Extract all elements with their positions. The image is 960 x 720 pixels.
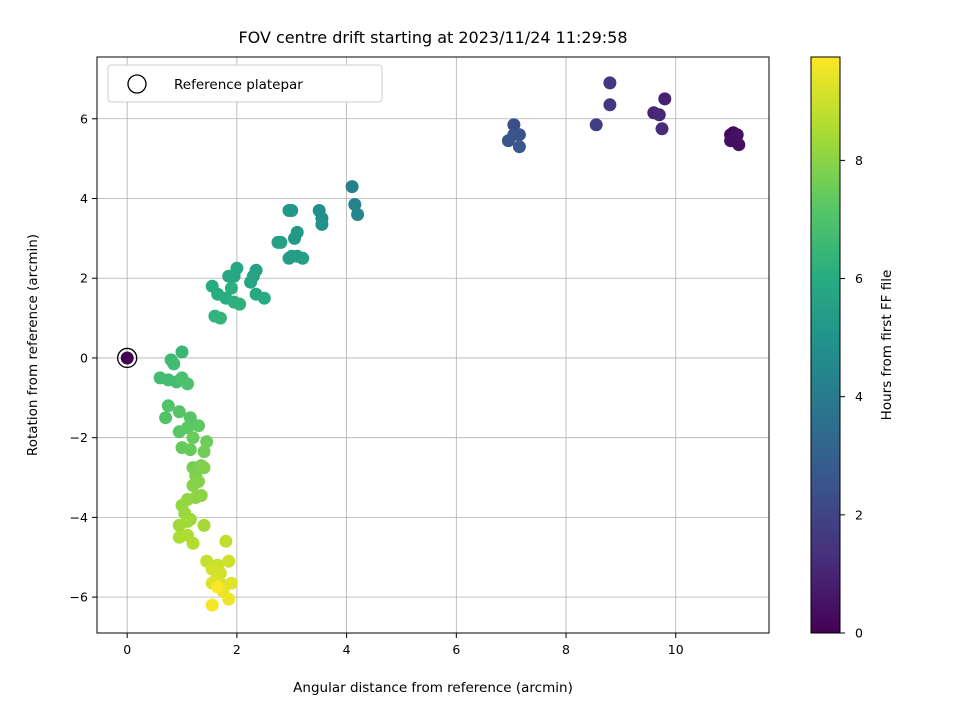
colorbar-tick-label: 4 [855, 389, 863, 404]
colorbar-tick-label: 8 [855, 153, 863, 168]
data-point [197, 518, 211, 532]
data-point [183, 443, 197, 457]
data-point [351, 208, 365, 221]
scatter-points [120, 76, 746, 612]
data-point [213, 311, 227, 325]
colorbar-tick-label: 2 [855, 507, 863, 522]
data-point [512, 140, 526, 154]
data-point [224, 576, 238, 590]
legend-marker-icon [127, 74, 147, 94]
data-point [345, 180, 359, 194]
data-point [205, 598, 219, 612]
data-point [181, 421, 194, 435]
data-point [222, 269, 236, 283]
data-point [197, 461, 211, 475]
data-point [222, 592, 236, 606]
x-axis-label: Angular distance from reference (arcmin) [293, 680, 573, 696]
x-tick-label: 2 [233, 642, 241, 657]
data-point [186, 431, 200, 445]
legend: Reference platepar [107, 64, 383, 103]
data-point [159, 411, 173, 425]
colorbar-tick-label: 0 [855, 626, 863, 641]
data-point [181, 377, 194, 391]
data-point [181, 514, 194, 528]
legend-entry-reference: Reference platepar [174, 77, 303, 93]
grid-lines [97, 57, 769, 633]
colorbar: 0 2 4 6 8 Hours from first FF file [810, 56, 895, 641]
x-tick-label: 10 [668, 642, 684, 657]
data-point [161, 399, 175, 413]
data-point [730, 128, 744, 142]
data-point [233, 297, 247, 311]
colorbar-gradient [810, 56, 841, 634]
data-point [658, 92, 672, 106]
x-tick-label: 0 [123, 642, 131, 657]
y-tick-label: −4 [70, 510, 88, 525]
data-point [257, 291, 271, 305]
colorbar-tick-label: 6 [855, 271, 863, 286]
x-tick-label: 8 [562, 642, 570, 657]
data-point [285, 204, 299, 217]
data-point [211, 580, 225, 594]
data-point [120, 351, 134, 365]
data-point [222, 554, 236, 568]
chart-title: FOV centre drift starting at 2023/11/24 … [238, 28, 627, 47]
y-tick-label: 6 [80, 111, 88, 126]
y-tick-label: 2 [80, 271, 88, 286]
data-point [589, 118, 603, 132]
reference-marker [117, 347, 138, 369]
y-tick-label: 4 [80, 191, 88, 206]
data-point [603, 98, 617, 112]
x-tick-label: 4 [343, 642, 351, 657]
y-tick-label: 0 [80, 350, 88, 365]
y-tick-label: −6 [70, 590, 88, 605]
colorbar-label: Hours from first FF file [879, 270, 895, 421]
plot-area: 0 2 4 6 8 10 −6 −4 −2 0 2 4 6 [70, 56, 770, 657]
y-axis-label: Rotation from reference (arcmin) [25, 234, 41, 456]
data-point [244, 275, 258, 289]
x-tick-label: 6 [452, 642, 460, 657]
data-point [200, 435, 214, 449]
reference-platepar-marker [117, 347, 138, 369]
x-axis-ticks: 0 2 4 6 8 10 [123, 633, 684, 657]
data-point [296, 251, 310, 265]
y-tick-label: −2 [70, 430, 88, 445]
data-point [167, 357, 181, 371]
data-point [224, 281, 238, 295]
data-point [197, 445, 211, 459]
data-point [219, 534, 233, 548]
data-point [175, 345, 189, 359]
data-point [186, 479, 200, 492]
data-point [315, 217, 329, 231]
data-point [288, 231, 301, 245]
data-point [348, 198, 362, 211]
data-point [655, 122, 669, 136]
data-point [274, 235, 288, 249]
colorbar-ticks: 0 2 4 6 8 [840, 153, 863, 641]
data-point [183, 411, 197, 425]
data-point [501, 134, 515, 148]
data-point [507, 118, 521, 132]
legend-box [107, 64, 383, 103]
y-axis-ticks: −6 −4 −2 0 2 4 6 [70, 111, 97, 605]
data-point [652, 108, 666, 122]
data-point [192, 419, 205, 433]
plot-frame [96, 56, 770, 634]
data-point [186, 536, 200, 550]
data-point [172, 405, 186, 419]
plot-background [97, 57, 769, 633]
data-point [603, 76, 617, 90]
